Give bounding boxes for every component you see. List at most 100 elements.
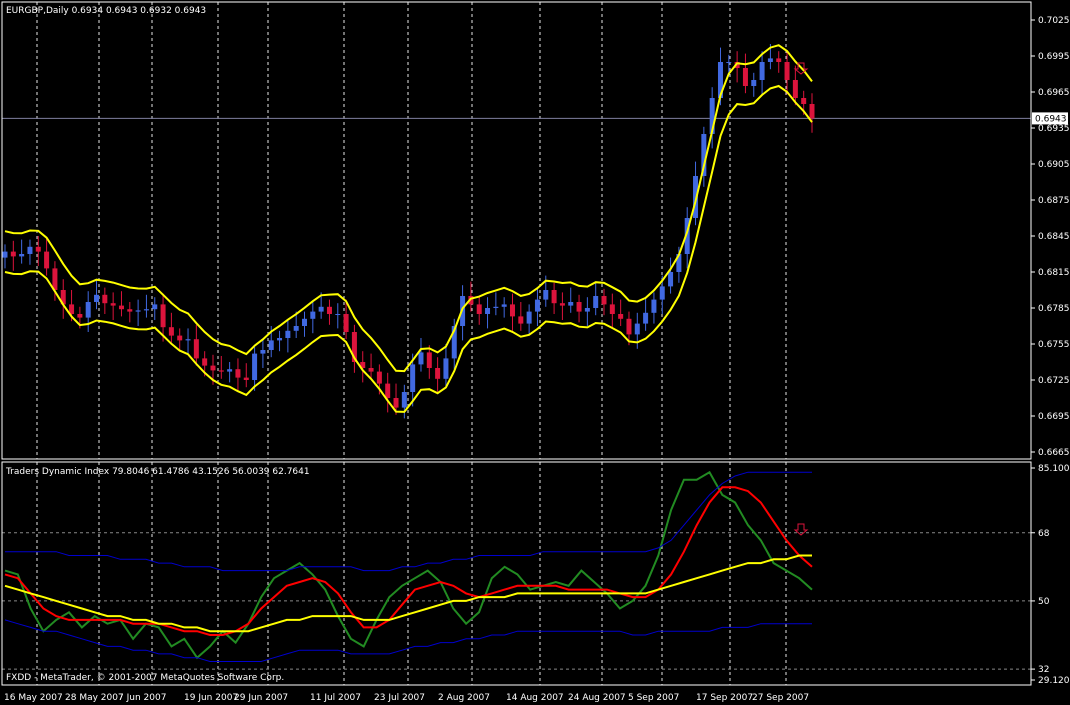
bull-candle (152, 304, 158, 310)
bear-candle (385, 383, 391, 398)
bear-candle (351, 332, 357, 362)
y-tick-label: 0.6755 (1038, 340, 1070, 350)
bull-candle (135, 310, 141, 312)
tdi-series-line (5, 471, 812, 572)
bull-candle (277, 338, 283, 341)
bear-candle (110, 303, 116, 306)
bull-candle (94, 294, 100, 302)
y-tick-label: 0.6875 (1038, 196, 1070, 206)
bull-candle (584, 308, 590, 312)
x-tick-label: 11 Jul 2007 (310, 693, 361, 703)
footer-copyright: FXDD - MetaTrader, © 2001-2007 MetaQuote… (6, 673, 284, 683)
bear-candle (243, 377, 249, 380)
price-panel (2, 44, 1031, 419)
y-tick-label: 0.6695 (1038, 412, 1070, 422)
bear-candle (468, 296, 474, 305)
bear-candle (52, 268, 58, 290)
bear-candle (60, 290, 66, 305)
bull-candle (643, 312, 649, 324)
bear-candle (801, 98, 807, 104)
bull-candle (27, 246, 33, 254)
bear-candle (118, 305, 124, 310)
x-tick-label: 23 Jul 2007 (374, 693, 425, 703)
x-tick-label: 27 Sep 2007 (752, 693, 809, 703)
x-tick-label: 28 May 2007 (65, 693, 124, 703)
current-price-tag (1032, 112, 1068, 125)
bull-candle (451, 326, 457, 359)
bull-candle (676, 254, 682, 272)
bull-candle (501, 304, 507, 307)
y-tick-label: 0.6725 (1038, 376, 1070, 386)
bull-candle (534, 299, 540, 312)
bear-candle (326, 306, 332, 314)
x-tick-label: 17 Sep 2007 (696, 693, 753, 703)
bear-candle (210, 365, 216, 371)
bear-candle (601, 296, 607, 305)
bull-candle (2, 251, 8, 258)
x-tick-label: 14 Aug 2007 (506, 693, 564, 703)
bull-candle (268, 340, 274, 350)
bear-candle (77, 314, 83, 318)
sub-y-tick-label: 29.1206 (1038, 676, 1070, 686)
bear-candle (127, 309, 133, 312)
envelope-upper-line (4, 44, 813, 373)
bear-candle (559, 303, 565, 306)
price-chart-title: EURGBP,Daily 0.6934 0.6943 0.6932 0.6943 (6, 6, 206, 16)
bear-candle (809, 104, 815, 119)
bull-candle (143, 309, 149, 311)
bear-candle (376, 371, 382, 384)
y-tick-label: 0.6665 (1038, 448, 1070, 458)
y-tick-label: 0.6905 (1038, 160, 1070, 170)
bull-candle (227, 369, 233, 372)
bull-candle (709, 98, 715, 134)
indicator-panel (2, 470, 1031, 670)
bull-candle (85, 302, 91, 318)
bear-candle (35, 246, 41, 252)
bull-candle (543, 290, 549, 300)
bull-candle (401, 392, 407, 408)
bear-candle (10, 251, 16, 257)
bear-candle (792, 80, 798, 98)
bear-candle (734, 62, 740, 68)
bear-candle (177, 335, 183, 341)
bear-candle (784, 62, 790, 80)
bear-candle (609, 304, 615, 314)
bear-candle (168, 327, 174, 336)
bull-candle (418, 352, 424, 365)
tdi-series-line (4, 619, 812, 662)
bull-candle (410, 364, 416, 392)
bull-candle (684, 218, 690, 254)
bull-candle (335, 314, 341, 315)
bear-candle (576, 302, 582, 312)
price-panel-frame (1, 1, 1032, 460)
bear-candle (426, 352, 432, 368)
indicator-title: Traders Dynamic Index 79.8046 61.4786 43… (5, 467, 310, 477)
bear-candle (551, 290, 557, 304)
sub-y-tick-label: 68 (1038, 529, 1050, 539)
bear-candle (626, 318, 632, 335)
bear-candle (393, 398, 399, 408)
y-tick-label: 0.6995 (1038, 52, 1070, 62)
bull-candle (668, 272, 674, 287)
tdi-series-line (4, 470, 813, 660)
x-tick-label: 24 Aug 2007 (568, 693, 626, 703)
bull-candle (443, 358, 449, 379)
bear-candle (776, 58, 782, 62)
envelope-lower-line (4, 84, 813, 413)
bull-candle (185, 339, 191, 341)
sell-arrow-icon (793, 62, 809, 75)
bull-candle (751, 80, 757, 86)
bull-candle (717, 62, 723, 98)
x-tick-label: 7 Jun 2007 (118, 693, 166, 703)
bear-candle (218, 370, 224, 372)
bull-candle (485, 308, 491, 314)
y-tick-label: 0.6935 (1038, 124, 1070, 134)
bull-candle (759, 62, 765, 80)
bull-candle (285, 330, 291, 338)
bull-candle (293, 326, 299, 331)
bear-candle (202, 358, 208, 366)
sub-y-tick-label: 50 (1038, 597, 1050, 607)
bull-candle (634, 323, 640, 335)
bull-candle (252, 353, 258, 380)
